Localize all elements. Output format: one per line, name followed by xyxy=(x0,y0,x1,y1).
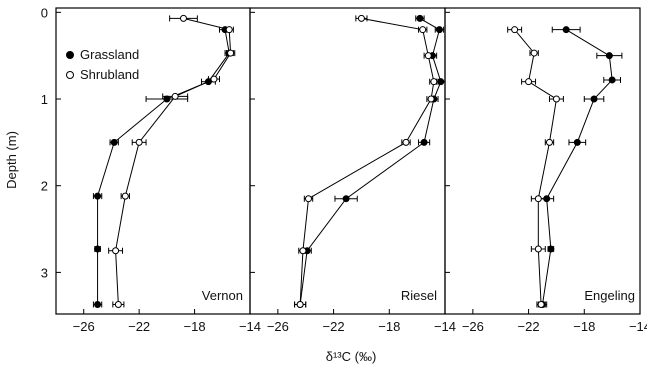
panel-frame-riesel xyxy=(249,7,446,315)
data-point-shrubland xyxy=(210,75,218,83)
y-axis-title: Depth (m) xyxy=(4,131,19,189)
data-point-grassland xyxy=(605,52,613,60)
data-point-shrubland xyxy=(424,52,432,60)
data-point-grassland xyxy=(573,138,581,146)
data-point-grassland xyxy=(437,78,445,86)
series-line-riesel-shrubland xyxy=(299,17,435,305)
series-line-riesel-grassland xyxy=(299,17,442,305)
legend: Grassland Shrubland xyxy=(66,47,139,82)
legend-label-grassland: Grassland xyxy=(80,47,139,62)
data-point-grassland xyxy=(547,245,555,253)
data-point-shrubland xyxy=(121,192,129,200)
data-point-shrubland xyxy=(135,138,143,146)
x-tick-label: −18 xyxy=(378,319,400,334)
data-point-grassland xyxy=(94,245,102,253)
panel-label-vernon: Vernon xyxy=(202,288,243,303)
panel-engeling xyxy=(444,7,641,315)
data-point-shrubland xyxy=(179,14,187,22)
series-line-vernon-grassland xyxy=(97,29,230,305)
data-point-grassland xyxy=(562,26,570,34)
data-point-shrubland xyxy=(530,49,538,57)
x-tick-label: −26 xyxy=(462,319,484,334)
y-tick-label: 2 xyxy=(41,179,48,194)
y-tick-label: 3 xyxy=(41,265,48,280)
x-tick-label: −18 xyxy=(573,319,595,334)
x-tick-label: −18 xyxy=(184,319,206,334)
data-point-grassland xyxy=(416,14,424,22)
panel-vernon xyxy=(55,7,251,315)
y-tick-label: 1 xyxy=(41,92,48,107)
panel-riesel xyxy=(249,7,446,315)
series-engeling-shrubland xyxy=(507,26,564,308)
data-point-shrubland xyxy=(225,26,233,34)
x-tick-label: −14 xyxy=(629,319,647,334)
data-point-grassland xyxy=(94,192,102,200)
x-tick-label: −14 xyxy=(239,319,261,334)
data-point-shrubland xyxy=(430,78,438,86)
data-point-shrubland xyxy=(534,245,542,253)
data-point-shrubland xyxy=(305,195,312,203)
series-riesel-shrubland xyxy=(294,14,439,308)
x-tick-label: −26 xyxy=(73,319,95,334)
data-point-shrubland xyxy=(227,49,235,57)
data-point-grassland xyxy=(110,138,118,146)
data-point-shrubland xyxy=(427,95,435,103)
legend-label-shrubland: Shrubland xyxy=(80,67,139,82)
x-tick-label: −26 xyxy=(267,319,289,334)
legend-marker-grassland xyxy=(66,51,74,59)
panel-label-riesel: Riesel xyxy=(401,288,437,303)
data-point-shrubland xyxy=(419,26,427,34)
data-point-grassland xyxy=(163,95,171,103)
x-tick-label: −22 xyxy=(128,319,150,334)
data-point-shrubland xyxy=(545,138,553,146)
data-point-shrubland xyxy=(552,95,560,103)
data-point-grassland xyxy=(608,76,616,84)
data-point-shrubland xyxy=(357,14,365,22)
series-riesel-grassland xyxy=(294,14,446,308)
data-point-grassland xyxy=(420,138,428,146)
data-point-grassland xyxy=(342,195,350,203)
data-point-shrubland xyxy=(171,92,179,100)
data-point-shrubland xyxy=(402,138,410,146)
data-point-shrubland xyxy=(296,300,304,308)
x-tick-label: −22 xyxy=(518,319,540,334)
data-point-grassland xyxy=(435,26,443,34)
series-line-engeling-shrubland xyxy=(514,29,557,305)
data-point-shrubland xyxy=(534,195,542,203)
data-point-shrubland xyxy=(511,26,519,34)
panel-label-engeling: Engeling xyxy=(584,288,635,303)
y-tick-label: 0 xyxy=(41,5,48,20)
data-point-shrubland xyxy=(537,300,545,308)
data-point-shrubland xyxy=(112,247,120,255)
series-vernon-shrubland xyxy=(108,14,236,308)
panel-frame-engeling xyxy=(444,7,641,315)
x-tick-label: −14 xyxy=(434,319,456,334)
series-line-engeling-grassland xyxy=(542,29,613,305)
legend-marker-shrubland xyxy=(66,71,74,79)
data-point-grassland xyxy=(94,300,102,308)
data-point-grassland xyxy=(590,95,598,103)
x-tick-label: −22 xyxy=(323,319,345,334)
series-engeling-grassland xyxy=(537,26,623,308)
x-axis-title: δ¹³C (‰) xyxy=(326,349,377,364)
data-point-shrubland xyxy=(525,78,533,86)
data-point-shrubland xyxy=(299,247,307,255)
data-point-shrubland xyxy=(114,300,122,308)
